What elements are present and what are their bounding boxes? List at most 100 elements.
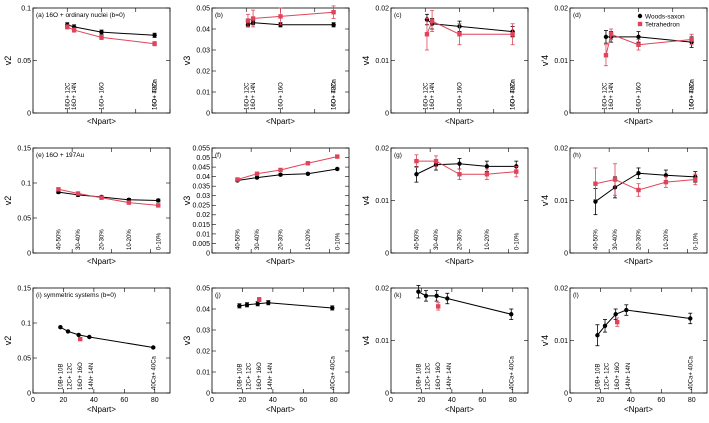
collision-annotation: 12C+ 12C bbox=[68, 362, 74, 390]
collision-annotation: 16O+ 16O bbox=[436, 362, 442, 390]
panel-0: 0 0.05 0.1 v2 <Npart> (a) 16O + ordinary nucl… bbox=[3, 5, 171, 126]
y-tick-label: 0 bbox=[385, 390, 389, 397]
data-point-tetrahedron bbox=[126, 200, 132, 205]
data-point-tetrahedron bbox=[250, 16, 256, 21]
x-tick-label: 40 bbox=[90, 397, 98, 404]
y-tick-label: 0.03 bbox=[196, 193, 210, 200]
series-line-tetrahedron bbox=[605, 33, 692, 56]
x-axis-label: <Npart> bbox=[445, 257, 474, 266]
y-tick-label: 0 bbox=[206, 250, 210, 257]
y-tick-label: 0.02 bbox=[554, 145, 568, 152]
collision-annotation: 16O+ 12C bbox=[423, 82, 429, 110]
data-point-woods-saxon bbox=[254, 175, 260, 180]
collision-annotation: 40Ca+ 40Ca bbox=[330, 355, 336, 390]
x-axis-label: <Npart> bbox=[266, 257, 295, 266]
data-point-tetrahedron bbox=[689, 37, 694, 42]
collision-annotation: 16O+ 72Zr bbox=[511, 81, 517, 110]
y-axis-label: v4 bbox=[361, 336, 371, 346]
y-tick-label: 0.01 bbox=[375, 58, 389, 65]
collision-annotation: 10-20% bbox=[306, 229, 312, 250]
panel-10: 0 0.01 0.02 0 20 40 60 80 v4 <Npart> (k) 10B+ 10B 12… bbox=[361, 284, 529, 414]
y-tick-label: 0.1 bbox=[21, 320, 31, 327]
data-point-woods-saxon bbox=[603, 34, 609, 40]
y-tick-label: 0.01 bbox=[375, 198, 389, 205]
panel-5: 0 0.005 0.01 0.015 0.02 0.025 0.03 0.035 0.04 0.0… bbox=[182, 145, 350, 266]
collision-annotation: 12C+ 12C bbox=[247, 362, 253, 390]
panel-label: (j) bbox=[215, 292, 221, 299]
data-point-woods-saxon bbox=[330, 305, 335, 311]
y-tick-label: 0 bbox=[564, 250, 568, 257]
panel-label: (h) bbox=[573, 152, 581, 159]
y-axis-label: v'4 bbox=[540, 55, 550, 66]
x-axis-label: <Npart> bbox=[624, 405, 653, 414]
data-point-tetrahedron bbox=[71, 27, 77, 33]
series-line-woods-saxon bbox=[67, 24, 155, 36]
collision-annotation: 40-50% bbox=[593, 229, 599, 250]
collision-annotation: 10-20% bbox=[485, 229, 491, 250]
panel-label: (k) bbox=[394, 292, 402, 299]
y-axis-label: v4 bbox=[361, 196, 371, 206]
y-tick-label: 0 bbox=[385, 110, 389, 117]
y-tick-label: 0 bbox=[564, 110, 568, 117]
y-tick-label: 0.02 bbox=[375, 145, 389, 152]
x-tick-label: 40 bbox=[627, 397, 635, 404]
collision-annotation: 16O+ 16O bbox=[458, 82, 464, 110]
collision-annotation: 40Ca+ 40Ca bbox=[688, 355, 694, 390]
data-point-woods-saxon bbox=[305, 171, 311, 176]
collision-annotation: 14N+ 14N bbox=[268, 363, 274, 390]
series-line-woods-saxon bbox=[595, 172, 696, 202]
y-tick-label: 0.02 bbox=[554, 5, 568, 12]
x-tick-label: 0 bbox=[31, 397, 35, 404]
y-tick-label: 0.05 bbox=[196, 155, 210, 162]
data-point-woods-saxon bbox=[423, 293, 429, 299]
data-point-woods-saxon bbox=[613, 312, 618, 317]
panel-label: (c) bbox=[394, 12, 402, 19]
data-point-woods-saxon bbox=[624, 307, 629, 313]
panel-label: (d) bbox=[573, 12, 581, 19]
y-axis-label: v2 bbox=[3, 336, 13, 346]
data-point-tetrahedron bbox=[235, 177, 240, 182]
collision-annotation: 16O+ 14N bbox=[430, 82, 436, 110]
data-point-tetrahedron bbox=[305, 161, 311, 166]
panel-label: (b) bbox=[215, 12, 223, 19]
y-tick-label: 0.02 bbox=[375, 5, 389, 12]
y-tick-label: 0.01 bbox=[554, 198, 568, 205]
y-tick-label: 0.015 bbox=[192, 222, 210, 229]
panel-label: (i) symmetric systems (b=0) bbox=[36, 292, 116, 299]
collision-annotation: 10B+ 10B bbox=[595, 363, 601, 390]
axes-frame bbox=[569, 287, 708, 394]
data-point-woods-saxon bbox=[457, 161, 462, 166]
y-tick-label: 0 bbox=[385, 250, 389, 257]
collision-annotation: 40-50% bbox=[414, 229, 420, 250]
collision-annotation: 30-40% bbox=[434, 229, 440, 250]
collision-annotation: 16O+ 40Ca bbox=[332, 78, 338, 110]
y-tick-label: 0 bbox=[564, 390, 568, 397]
y-tick-label: 0.01 bbox=[196, 89, 210, 96]
y-tick-label: 0.03 bbox=[196, 47, 210, 54]
data-point-woods-saxon bbox=[509, 312, 514, 317]
y-tick-label: 0.01 bbox=[196, 231, 210, 238]
data-point-woods-saxon bbox=[99, 29, 104, 35]
legend-marker-woods-saxon bbox=[637, 13, 643, 19]
series-line-woods-saxon bbox=[418, 291, 512, 315]
panel-3: 0 0.01 0.02 v'4 <Npart> (d) 16O+ 12C 16O+ 14N 16… bbox=[540, 5, 708, 126]
data-point-woods-saxon bbox=[593, 199, 598, 204]
collision-annotation: 16O+ 40Ca bbox=[511, 78, 517, 110]
y-tick-label: 0.045 bbox=[192, 164, 210, 171]
data-point-woods-saxon bbox=[278, 172, 283, 177]
y-tick-label: 0 bbox=[27, 390, 31, 397]
collision-annotation: 10-20% bbox=[127, 229, 133, 250]
data-point-tetrahedron bbox=[663, 179, 669, 185]
panel-label: (g) bbox=[394, 152, 402, 159]
y-axis-label: v'4 bbox=[540, 335, 550, 346]
data-point-woods-saxon bbox=[255, 301, 260, 306]
x-tick-label: 40 bbox=[269, 397, 277, 404]
x-tick-label: 80 bbox=[509, 397, 517, 404]
x-tick-label: 60 bbox=[657, 397, 665, 404]
data-point-tetrahedron bbox=[429, 18, 435, 24]
y-tick-label: 0.1 bbox=[21, 180, 31, 187]
y-tick-label: 0.1 bbox=[21, 5, 31, 12]
x-tick-label: 80 bbox=[330, 397, 338, 404]
data-point-woods-saxon bbox=[156, 198, 161, 203]
